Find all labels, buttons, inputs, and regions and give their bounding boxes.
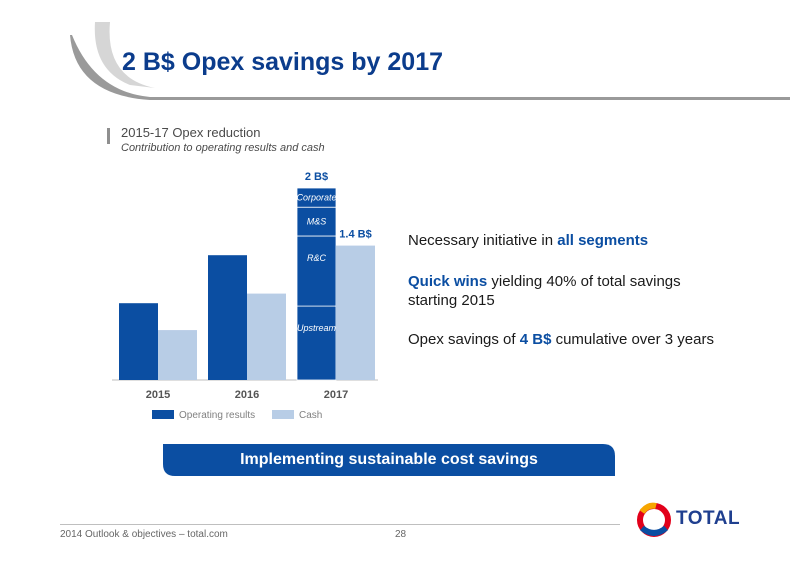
data-label-operating-2017: 2 B$ [305,171,328,183]
segment-label-upstream: Upstream [297,323,337,333]
bullet-text: yielding 40% of total savings starting 2… [408,273,681,309]
segment-label-corporate: Corporate [296,193,336,203]
segment-label-ms: M&S [307,217,327,227]
legend-swatch-operating [152,410,174,419]
x-tick-label-2015: 2015 [146,389,170,401]
bullet-text: Necessary initiative in [408,232,558,249]
legend-label-cash: Cash [299,410,322,421]
bar-cash-2017 [336,245,375,380]
bar-segment-upstream [296,305,337,381]
bullet-highlight: Quick wins [408,273,488,290]
banner-text: Implementing sustainable cost savings [240,451,538,468]
bullet-cumulative: Opex savings of 4 B$ cumulative over 3 y… [408,330,714,349]
bullet-highlight: all segments [557,232,649,249]
bar-segment-rc [296,235,337,307]
section-marker [107,128,110,144]
logo-text: TOTAL [676,508,741,529]
footer-text: 2014 Outlook & objectives – total.com [60,529,228,540]
bar-cash-2015 [158,330,197,380]
x-tick-label-2017: 2017 [324,389,348,401]
chart-title: 2015-17 Opex reduction [121,125,261,140]
legend-label-operating: Operating results [179,410,255,421]
bar-segment-corporate [296,187,337,208]
legend-swatch-cash [272,410,294,419]
slide-title: 2 B$ Opex savings by 2017 [122,48,444,76]
total-logo-icon [637,502,671,537]
page-number: 28 [395,529,407,540]
bar-operating-2016 [208,255,247,380]
bullet-highlight: 4 B$ [519,331,552,348]
header-swoosh [70,22,790,100]
bar-operating-2015 [119,303,158,380]
segment-label-rc: R&C [307,253,327,263]
bullet-text: Opex savings of [408,331,520,348]
chart-subtitle: Contribution to operating results and ca… [121,142,325,154]
bar-cash-2016 [247,293,286,380]
x-tick-label-2016: 2016 [235,389,259,401]
footer-divider [60,524,620,525]
bullet-quick-wins: Quick wins yielding 40% of total savings… [408,272,708,310]
banner-shape [163,444,615,476]
data-label-cash-2017: 1.4 B$ [339,229,371,241]
bullet-text: cumulative over 3 years [551,331,714,348]
bullet-segments: Necessary initiative in all segments [408,231,648,250]
